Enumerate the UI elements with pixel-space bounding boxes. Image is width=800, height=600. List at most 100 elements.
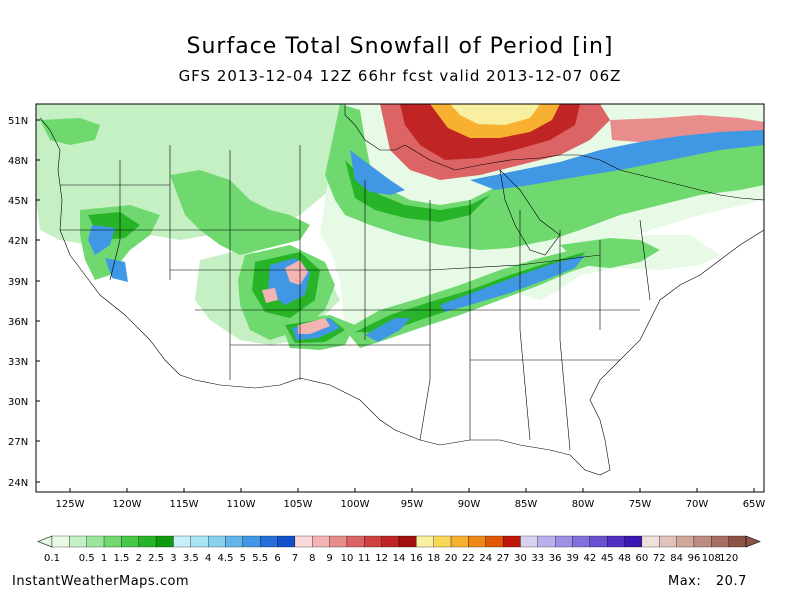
colorbar-swatch	[155, 535, 174, 548]
lon-label: 125W	[56, 499, 85, 510]
colorbar-label: 5	[240, 553, 246, 564]
colorbar-label: 45	[601, 553, 614, 564]
map-plot-area: 51N 48N 45N 42N 39N 36N 33N 30N 27N 24N …	[8, 103, 766, 510]
colorbar-right-arrow	[745, 535, 761, 548]
colorbar-swatch	[589, 535, 608, 548]
lon-label: 85W	[515, 499, 538, 510]
colorbar-swatch	[676, 535, 695, 548]
colorbar-swatch	[207, 535, 226, 548]
colorbar-swatch	[468, 535, 486, 548]
colorbar-swatch	[312, 535, 330, 548]
colorbar-label: 10	[341, 553, 354, 564]
max-value-readout: Max: 20.7	[668, 574, 747, 589]
max-value: 20.7	[715, 574, 747, 589]
snowfall-pink	[262, 260, 330, 334]
lon-label: 100W	[341, 499, 370, 510]
colorbar-swatch	[659, 535, 677, 548]
colorbar-swatch	[225, 535, 244, 548]
colorbar-swatch	[572, 535, 591, 548]
colorbar-label: 18	[427, 553, 440, 564]
lon-label: 105W	[284, 499, 313, 510]
colorbar-label: 120	[719, 553, 738, 564]
colorbar-swatch	[728, 535, 747, 548]
colorbar-label: 14	[393, 553, 406, 564]
colorbar-label: 4	[205, 553, 211, 564]
colorbar-label: 6	[274, 553, 280, 564]
colorbar-swatch	[329, 535, 348, 548]
lon-label: 120W	[113, 499, 142, 510]
colorbar-swatch	[121, 535, 139, 548]
colorbar-label: 24	[479, 553, 492, 564]
longitude-axis	[69, 488, 755, 492]
colorbar-label: 96	[688, 553, 701, 564]
colorbar-swatch	[86, 535, 105, 548]
lat-label: 27N	[8, 437, 28, 448]
max-label: Max:	[668, 574, 702, 589]
colorbar-label: 27	[497, 553, 510, 564]
colorbar-swatch	[485, 535, 504, 548]
colorbar-swatch	[555, 535, 573, 548]
colorbar-label: 84	[670, 553, 683, 564]
colorbar-label: 5.5	[252, 553, 268, 564]
colorbar-swatch	[693, 535, 712, 548]
colorbar-label: 8	[309, 553, 315, 564]
colorbar-swatch	[277, 535, 296, 548]
page-title: Surface Total Snowfall of Period [in]	[186, 34, 614, 59]
colorbar-swatch	[173, 535, 191, 548]
colorbar-swatch	[103, 535, 122, 548]
colorbar-swatch	[398, 535, 417, 548]
colorbar-label: 0.5	[79, 553, 95, 564]
colorbar-label: 48	[618, 553, 631, 564]
colorbar-label: 2.5	[148, 553, 164, 564]
colorbar-label: 42	[583, 553, 596, 564]
latitude-axis	[36, 119, 40, 483]
lon-label: 80W	[572, 499, 595, 510]
colorbar-swatch	[520, 535, 538, 548]
colorbar-swatch	[69, 535, 87, 548]
colorbar-label: 39	[566, 553, 579, 564]
lat-label: 51N	[8, 116, 28, 127]
colorbar-swatch	[641, 535, 660, 548]
site-credit: InstantWeatherMaps.com	[12, 574, 190, 589]
colorbar-label: 60	[636, 553, 649, 564]
colorbar-label: 2	[136, 553, 142, 564]
colorbar-swatch	[260, 535, 278, 548]
colorbar-swatch	[242, 535, 261, 548]
lat-label: 33N	[8, 357, 28, 368]
colorbar-label: 22	[462, 553, 475, 564]
colorbar-swatch	[294, 535, 313, 548]
lon-label: 115W	[170, 499, 199, 510]
colorbar-label: 3	[170, 553, 176, 564]
lat-label: 42N	[8, 236, 28, 247]
colorbar-swatch	[711, 535, 729, 548]
colorbar-swatch	[138, 535, 157, 548]
page-subtitle: GFS 2013-12-04 12Z 66hr fcst valid 2013-…	[178, 67, 622, 85]
colorbar-label: 108	[702, 553, 721, 564]
colorbar-swatch	[537, 535, 556, 548]
lat-label: 30N	[8, 397, 28, 408]
colorbar-swatch	[502, 535, 521, 548]
colorbar-swatch	[433, 535, 452, 548]
colorbar-label: 30	[514, 553, 527, 564]
colorbar-label: 11	[358, 553, 371, 564]
colorbar-swatch	[450, 535, 469, 548]
colorbar-label: 4.5	[218, 553, 234, 564]
lon-label: 110W	[227, 499, 256, 510]
colorbar-label: 3.5	[183, 553, 199, 564]
colorbar-label: 7	[292, 553, 298, 564]
colorbar-swatch	[190, 535, 209, 548]
colorbar-label: 12	[375, 553, 388, 564]
colorbar-label: 36	[549, 553, 562, 564]
lon-label: 75W	[629, 499, 652, 510]
colorbar-label: 1.5	[113, 553, 129, 564]
colorbar-swatch	[346, 535, 365, 548]
lat-label: 39N	[8, 277, 28, 288]
state-boundaries	[39, 104, 765, 476]
colorbar-label: 33	[531, 553, 544, 564]
lat-label: 36N	[8, 317, 28, 328]
colorbar-swatch	[607, 535, 625, 548]
colorbar: 0.1 0.5 1 1.5 2 2.5 3 3.5 4 4.5 5 5.5 6 7 8 9 10 11 12 14 16…	[37, 535, 761, 564]
colorbar-label: 72	[653, 553, 666, 564]
lon-label: 65W	[743, 499, 766, 510]
